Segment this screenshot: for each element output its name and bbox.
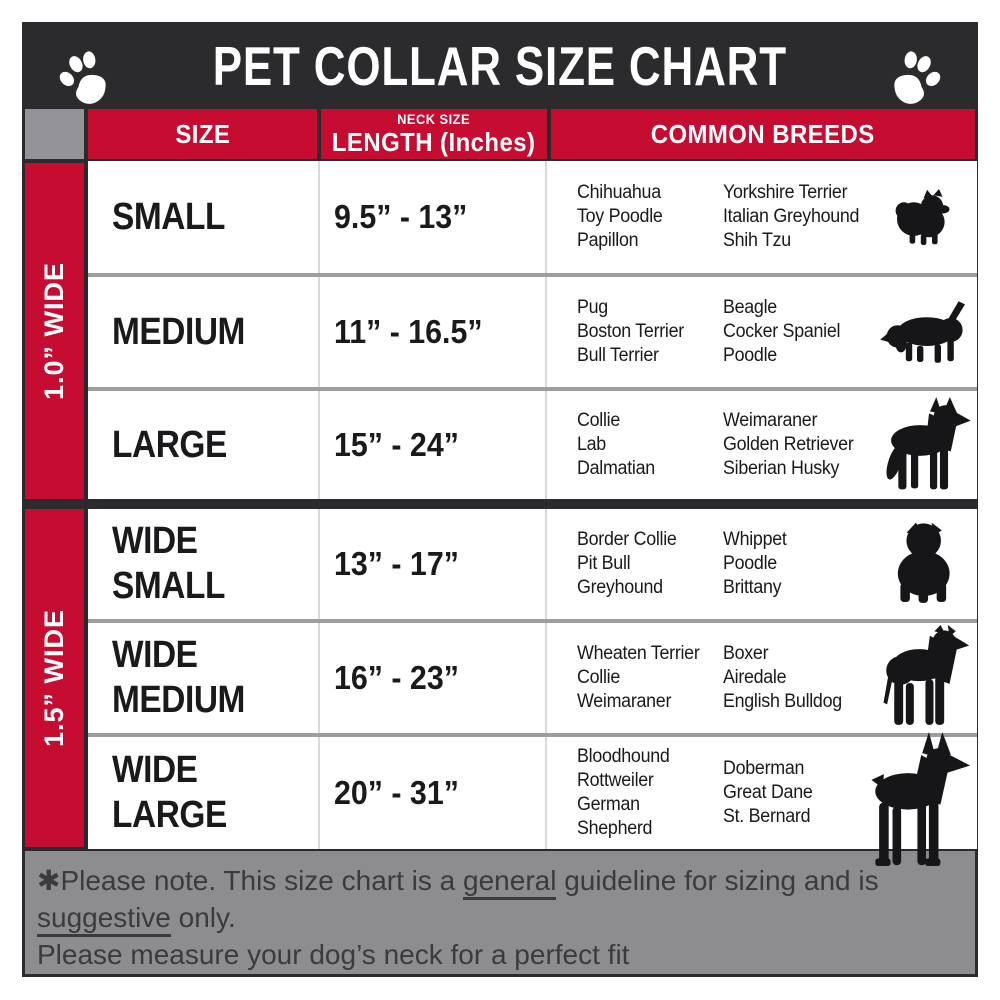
bulldog-dog-icon xyxy=(873,520,977,608)
neck-size-cell: 15” - 24” xyxy=(318,391,545,500)
size-cell: WIDE LARGE xyxy=(88,737,318,849)
breeds-cell: Chihuahua Toy Poodle Papillon Yorkshire … xyxy=(545,161,977,274)
neck-size-cell: 11” - 16.5” xyxy=(318,277,545,388)
chart-frame: PET COLLAR SIZE CHART SIZE NECK SIZE LEN… xyxy=(22,22,978,977)
breed-list-1: Chihuahua Toy Poodle Papillon xyxy=(577,182,663,252)
beagle-dog-icon xyxy=(873,298,977,366)
breed-list-1: Wheaten Terrier Collie Weimaraner xyxy=(577,643,700,713)
width-band-1-0-label: 1.0” WIDE xyxy=(39,262,69,401)
pomeranian-dog-icon xyxy=(873,185,977,249)
neck-size-cell: 9.5” - 13” xyxy=(318,161,545,274)
neck-size-caption: NECK SIZE xyxy=(397,110,471,127)
table-body: 1.0” WIDE 1.5” WIDE SMALL 9.5” - 13” xyxy=(25,161,977,867)
table-row-small: SMALL 9.5” - 13” Chihuahua Toy Poodle Pa… xyxy=(88,161,977,274)
footer-note: ✱Please note. This size chart is a gener… xyxy=(25,851,975,974)
table-row-medium: MEDIUM 11” - 16.5” Pug Boston Terrier Bu… xyxy=(88,277,977,388)
page-title: PET COLLAR SIZE CHART xyxy=(212,35,788,98)
table-row-large: LARGE 15” - 24” Collie Lab Dalmatian Wei… xyxy=(88,391,977,500)
row-divider xyxy=(88,387,977,392)
footer-underlined-general: general xyxy=(463,865,557,901)
column-header-common-breeds: COMMON BREEDS xyxy=(551,109,975,160)
paw-icon xyxy=(894,51,941,104)
title-bar: PET COLLAR SIZE CHART xyxy=(25,25,975,107)
size-cell: WIDE SMALL xyxy=(88,509,318,619)
breed-list-1: Pug Boston Terrier Bull Terrier xyxy=(577,297,684,367)
size-cell: SMALL xyxy=(88,161,318,273)
table-row-wide-large: WIDE LARGE 20” - 31” Bloodhound Rottweil… xyxy=(88,732,977,867)
neck-range: 13” - 17” xyxy=(334,545,459,583)
paw-icon xyxy=(59,51,106,104)
table-row-wide-small: WIDE SMALL 13” - 17” Border Collie Pit B… xyxy=(88,509,977,620)
collar-width-column: 1.0” WIDE 1.5” WIDE xyxy=(25,161,84,849)
neck-range: 15” - 24” xyxy=(334,426,459,464)
size-label: MEDIUM xyxy=(112,310,245,353)
breeds-cell: Collie Lab Dalmatian Weimaraner Golden R… xyxy=(545,391,977,500)
length-inches-label: LENGTH (Inches) xyxy=(332,126,536,157)
size-label: SMALL xyxy=(112,195,225,238)
breed-list-2: Beagle Cocker Spaniel Poodle xyxy=(723,297,841,367)
neck-range: 9.5” - 13” xyxy=(334,198,468,236)
size-label: WIDE LARGE xyxy=(112,749,227,837)
size-cell: LARGE xyxy=(88,391,318,499)
footer-text-pre: ✱Please note. This size chart is a xyxy=(37,865,464,897)
column-header-neck-length: NECK SIZE LENGTH (Inches) xyxy=(321,109,547,160)
breed-list-2: Weimaraner Golden Retriever Siberian Hus… xyxy=(723,410,854,480)
breeds-cell: Border Collie Pit Bull Greyhound Whippet… xyxy=(545,509,977,620)
row-divider xyxy=(88,619,977,624)
breed-list-2: Boxer Airedale English Bulldog xyxy=(723,643,842,713)
footer-line-1: ✱Please note. This size chart is a gener… xyxy=(37,863,961,938)
width-band-1-0: 1.0” WIDE xyxy=(25,163,84,500)
shepherd-dog-icon xyxy=(873,395,977,495)
neck-size-cell: 16” - 23” xyxy=(318,623,545,734)
doberman-dog-icon xyxy=(858,732,973,895)
breed-list-1: Bloodhound Rottweiler German Shepherd xyxy=(577,746,670,840)
table-row-wide-medium: WIDE MEDIUM 16” - 23” Wheaten Terrier Co… xyxy=(88,623,977,734)
neck-range: 16” - 23” xyxy=(334,659,459,697)
breeds-cell: Pug Boston Terrier Bull Terrier Beagle C… xyxy=(545,277,977,388)
size-header-label: SIZE xyxy=(174,118,230,149)
size-rows: SMALL 9.5” - 13” Chihuahua Toy Poodle Pa… xyxy=(88,161,977,867)
footer-underlined-suggestive: suggestive xyxy=(37,902,171,938)
neck-size-cell: 20” - 31” xyxy=(318,737,545,850)
neck-size-cell: 13” - 17” xyxy=(318,509,545,620)
size-label: LARGE xyxy=(112,423,227,466)
row-divider xyxy=(88,273,977,278)
width-band-1-5: 1.5” WIDE xyxy=(25,509,84,848)
size-label: WIDE MEDIUM xyxy=(112,634,245,722)
breed-list-1: Collie Lab Dalmatian xyxy=(577,410,655,480)
neck-range: 11” - 16.5” xyxy=(334,313,483,351)
neck-range: 20” - 31” xyxy=(334,774,459,812)
size-cell: MEDIUM xyxy=(88,277,318,387)
column-header-row: SIZE NECK SIZE LENGTH (Inches) COMMON BR… xyxy=(25,109,975,160)
breeds-cell: Wheaten Terrier Collie Weimaraner Boxer … xyxy=(545,623,977,734)
pitbull-dog-icon xyxy=(873,624,977,732)
corner-cell xyxy=(25,109,84,160)
size-label: WIDE SMALL xyxy=(112,520,225,608)
breed-list-1: Border Collie Pit Bull Greyhound xyxy=(577,529,677,599)
footer-line-2: Please measure your dog’s neck for a per… xyxy=(37,939,630,971)
column-header-size: SIZE xyxy=(88,109,317,160)
row-divider xyxy=(88,733,977,738)
common-breeds-label: COMMON BREEDS xyxy=(651,118,875,149)
section-divider-left xyxy=(25,499,84,509)
breeds-cell: Bloodhound Rottweiler German Shepherd Do… xyxy=(545,732,977,867)
section-divider xyxy=(88,499,977,510)
width-band-1-5-label: 1.5” WIDE xyxy=(39,609,69,748)
breed-list-2: Yorkshire Terrier Italian Greyhound Shih… xyxy=(723,182,860,252)
footer-text-mid: guideline for sizing and is xyxy=(556,865,879,897)
breed-list-2: Whippet Poodle Brittany xyxy=(723,529,787,599)
breed-list-2: Doberman Great Dane St. Bernard xyxy=(723,758,813,828)
size-cell: WIDE MEDIUM xyxy=(88,623,318,733)
footer-text-post: only. xyxy=(170,902,236,934)
